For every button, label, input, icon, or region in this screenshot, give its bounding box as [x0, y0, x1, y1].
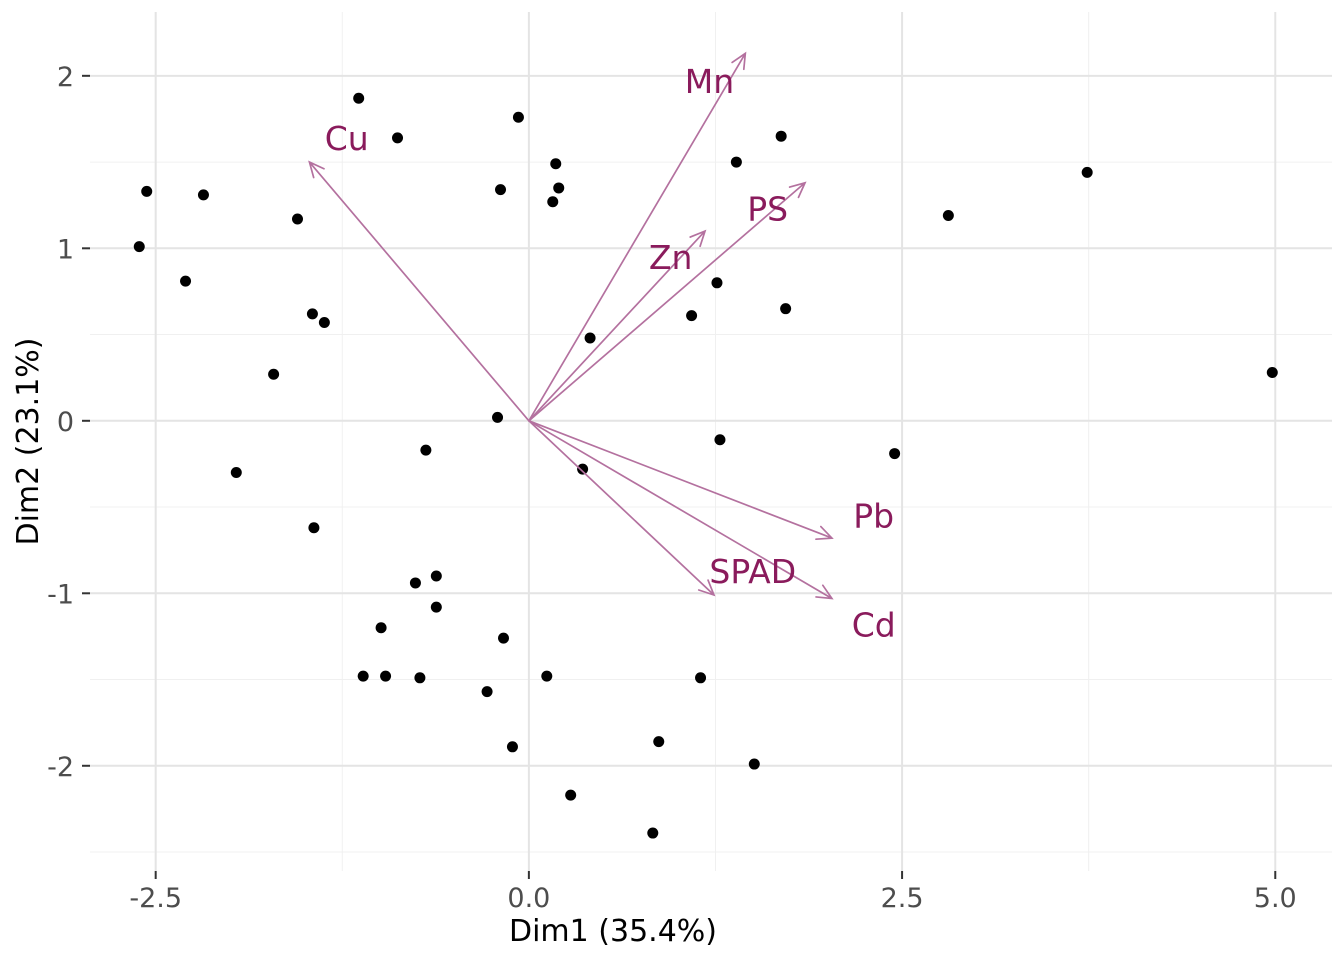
data-point [380, 670, 392, 682]
y-tick-labels: -2 -1 0 1 2 [47, 62, 74, 783]
data-point [495, 184, 507, 196]
y-tick-label: 0 [57, 407, 74, 438]
y-axis-title: Dim2 (23.1%) [11, 338, 46, 546]
y-tick-label: 2 [57, 62, 74, 93]
data-point [686, 310, 698, 322]
data-point [420, 444, 432, 456]
data-point [565, 789, 577, 801]
data-point [291, 213, 303, 225]
data-point [695, 672, 707, 684]
data-point [308, 522, 320, 534]
data-point [197, 189, 209, 201]
data-point [409, 577, 421, 589]
data-point [748, 758, 760, 770]
variable-label-pb: Pb [853, 497, 894, 536]
variable-label-cu: Cu [325, 119, 369, 158]
variable-label-spad: SPAD [709, 552, 796, 591]
data-point [512, 111, 524, 123]
x-tick-labels: -2.5 0.0 2.5 5.0 [129, 883, 1296, 914]
data-point [653, 736, 665, 748]
variable-label-mn: Mn [685, 62, 734, 101]
data-point [775, 130, 787, 142]
data-point [498, 632, 510, 644]
variable-arrow-ps [528, 181, 807, 422]
data-point [942, 210, 954, 222]
y-tick-label: -1 [47, 579, 74, 610]
data-point [414, 672, 426, 684]
variable-arrow-pb [528, 419, 834, 541]
variable-arrow-zn [528, 229, 707, 422]
data-point [647, 827, 659, 839]
data-point [730, 156, 742, 168]
data-point [268, 368, 280, 380]
variable-arrow-mn [528, 51, 747, 422]
y-tick-label: 1 [57, 234, 74, 265]
data-point [492, 411, 504, 423]
variable-label-cd: Cd [852, 605, 896, 644]
data-point [541, 670, 553, 682]
data-point [1081, 166, 1093, 178]
data-point [133, 241, 145, 253]
data-point [375, 622, 387, 634]
data-point [553, 182, 565, 194]
data-point [506, 741, 518, 753]
y-tick-label: -2 [47, 752, 74, 783]
data-point [711, 277, 723, 289]
data-point [889, 448, 901, 460]
data-point [1266, 367, 1278, 379]
data-point [577, 463, 589, 475]
data-point [318, 316, 330, 328]
data-point [357, 670, 369, 682]
data-point [430, 570, 442, 582]
data-point [353, 92, 365, 104]
data-point [547, 196, 559, 208]
grid-minor-lines [90, 12, 1332, 871]
variable-arrow-spad [528, 419, 716, 597]
variable-label-zn: Zn [649, 238, 693, 277]
axis-tick-marks [82, 74, 1277, 879]
variable-arrow-cu [308, 160, 530, 422]
x-tick-label: 2.5 [881, 883, 924, 914]
data-point [430, 601, 442, 613]
data-point [230, 467, 242, 479]
x-tick-label: 5.0 [1254, 883, 1297, 914]
data-point [550, 158, 562, 170]
data-point [714, 434, 726, 446]
variable-arrow-labels: Mn Cu PS Zn Pb SPAD Cd [325, 62, 896, 644]
data-point [180, 275, 192, 287]
variable-label-ps: PS [747, 190, 788, 229]
x-tick-label: -2.5 [129, 883, 182, 914]
data-point [481, 686, 493, 698]
variable-arrow-cd [528, 419, 834, 600]
data-point [780, 303, 792, 315]
x-axis-title: Dim1 (35.4%) [509, 914, 717, 949]
x-tick-label: 0.0 [507, 883, 550, 914]
data-point [584, 332, 596, 344]
grid-major-lines [90, 12, 1332, 871]
data-point [392, 132, 404, 144]
data-point [306, 308, 318, 320]
variable-arrows [308, 51, 834, 600]
data-point [141, 185, 153, 197]
data-points [133, 92, 1278, 839]
